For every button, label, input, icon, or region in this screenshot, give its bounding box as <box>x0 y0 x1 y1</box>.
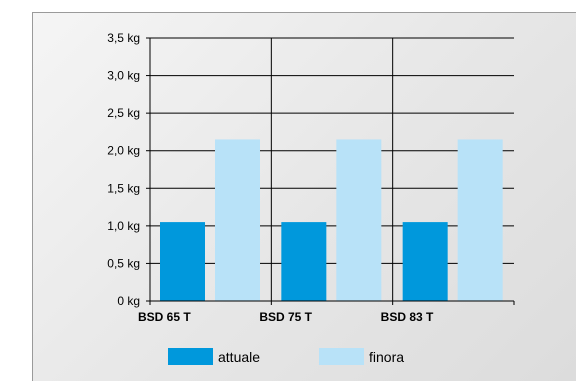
bar-attuale <box>160 222 205 301</box>
x-category-label: BSD 75 T <box>259 310 312 324</box>
legend-label-finora: finora <box>369 349 404 365</box>
legend-swatch-finora <box>319 348 364 365</box>
y-tick-label: 3,5 kg <box>107 31 140 45</box>
y-tick-label: 0,5 kg <box>107 256 140 270</box>
bar-finora <box>215 139 260 301</box>
x-category-label: BSD 65 T <box>138 310 191 324</box>
x-category-label: BSD 83 T <box>381 310 434 324</box>
bar-finora <box>457 139 503 301</box>
bar-attuale <box>281 222 327 301</box>
legend-label-attuale: attuale <box>218 349 260 365</box>
y-tick-label: 3,0 kg <box>107 69 140 83</box>
y-tick-label: 1,0 kg <box>107 219 140 233</box>
bar-finora <box>336 139 382 301</box>
legend-swatch-attuale <box>168 348 213 365</box>
y-tick-label: 2,5 kg <box>107 106 140 120</box>
y-tick-label: 1,5 kg <box>107 181 140 195</box>
y-tick-label: 0 kg <box>117 294 140 308</box>
y-tick-label: 2,0 kg <box>107 144 140 158</box>
bar-attuale <box>402 222 448 301</box>
